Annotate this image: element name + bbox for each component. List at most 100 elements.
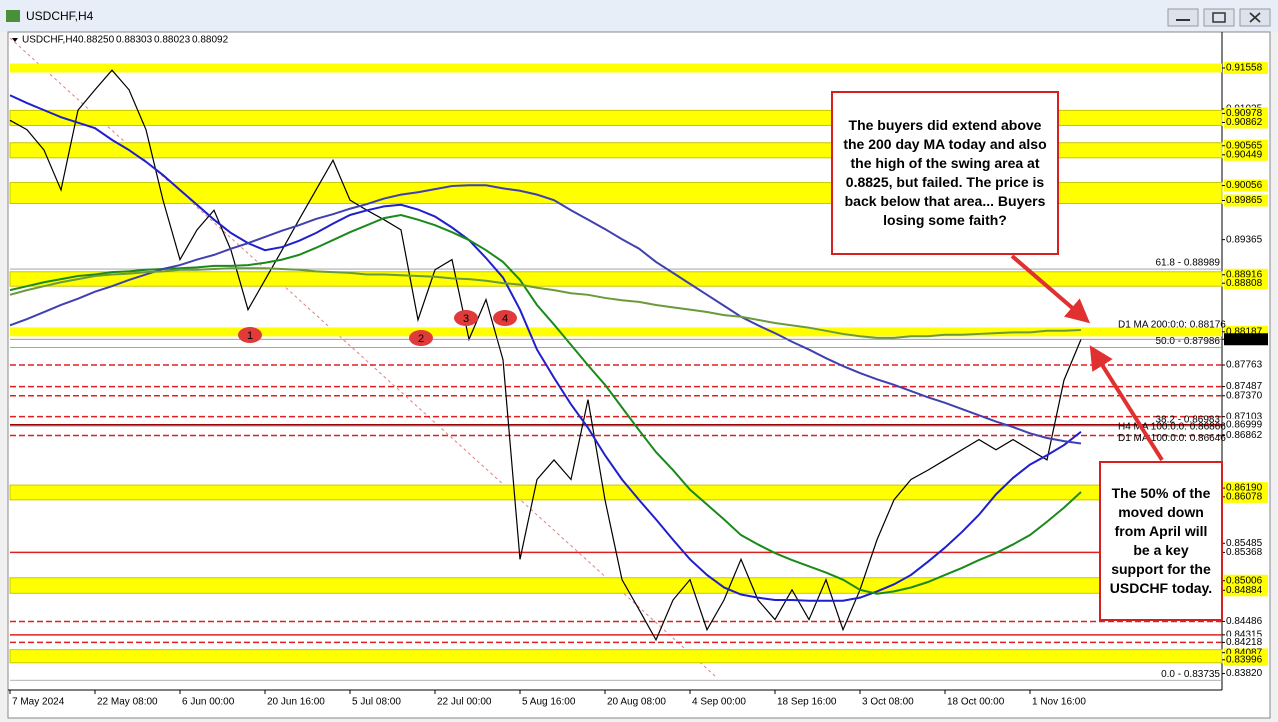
price-label-bg — [1224, 116, 1268, 129]
price-label: 0.84218 — [1226, 637, 1263, 648]
fib-label: 50.0 - 0.87986 — [1156, 336, 1221, 347]
price-label: 0.87103 — [1226, 411, 1263, 422]
swing-marker-label: 1 — [247, 330, 253, 342]
price-label: 0.84486 — [1226, 616, 1263, 627]
title-bar — [0, 0, 1278, 32]
fib-label: 0.0 - 0.83735 — [1161, 669, 1220, 680]
x-tick-label: 22 May 08:00 — [97, 697, 158, 708]
price-label-bg — [1224, 359, 1268, 372]
minimize-button[interactable] — [1167, 8, 1199, 27]
price-label-bg — [1224, 584, 1268, 597]
window-title: USDCHF,H4 — [26, 9, 94, 23]
price-label-bg — [1224, 194, 1268, 207]
price-label-bg — [1224, 333, 1268, 346]
moving-average — [9, 267, 1082, 339]
arrow — [1010, 254, 1091, 324]
arrow — [1089, 345, 1164, 462]
price-label-bg — [1224, 389, 1268, 402]
price-label: 0.90978 — [1226, 108, 1263, 119]
price-label-bg — [1224, 653, 1268, 666]
x-tick-label: 3 Oct 08:00 — [862, 697, 914, 708]
x-tick-label: 7 May 2024 — [12, 697, 65, 708]
price-label: 0.90056 — [1226, 180, 1263, 191]
support-zone — [9, 649, 1223, 664]
maximize-button[interactable] — [1203, 8, 1235, 27]
swing-marker — [454, 310, 478, 326]
swing-marker — [238, 327, 262, 343]
x-tick-label: 1 Nov 16:00 — [1032, 697, 1086, 708]
price-label: 0.83996 — [1226, 654, 1263, 665]
price-label-bg — [1224, 574, 1268, 587]
price-line — [9, 69, 1082, 642]
x-tick-label: 4 Sep 00:00 — [692, 697, 746, 708]
ma-label: D1 MA 100:0:0: 0.86646 — [1118, 433, 1226, 444]
x-tick-label: 18 Oct 00:00 — [947, 697, 1005, 708]
ohlc-open: 0.88250 — [78, 35, 115, 46]
y-tick-label: 0.83820 — [1226, 668, 1263, 679]
price-label: 0.87370 — [1226, 390, 1263, 401]
price-label: 0.84087 — [1226, 647, 1263, 658]
chart-area — [7, 31, 1271, 719]
price-label: 0.86999 — [1226, 419, 1263, 430]
ohlc-high: 0.88303 — [116, 35, 153, 46]
moving-average — [9, 94, 1082, 602]
fib-label: 38.2 - 0.86983 — [1156, 415, 1221, 426]
price-label-bg — [1224, 546, 1268, 559]
price-label-bg — [1224, 429, 1268, 442]
maximize-glyph — [1212, 12, 1226, 23]
price-label: 0.90565 — [1226, 140, 1263, 151]
x-tick-label: 18 Sep 16:00 — [777, 697, 837, 708]
swing-marker-label: 3 — [463, 313, 469, 325]
price-label-bg — [1224, 179, 1268, 192]
close-glyph — [1249, 12, 1261, 23]
price-label: 0.88092 — [1226, 334, 1263, 345]
price-label: 0.86078 — [1226, 492, 1263, 503]
ohlc-low: 0.88023 — [154, 35, 191, 46]
y-tick-label: 0.89365 — [1226, 234, 1263, 245]
x-tick-label: 20 Aug 08:00 — [607, 697, 666, 708]
x-tick-label: 5 Jul 08:00 — [352, 697, 401, 708]
annotation-box: The 50% of the moved down from April wil… — [1099, 461, 1223, 621]
price-label-bg — [1224, 107, 1268, 120]
price-label: 0.91558 — [1226, 63, 1263, 74]
price-label: 0.87763 — [1226, 360, 1263, 371]
price-label-bg — [1224, 62, 1268, 75]
price-label: 0.88187 — [1226, 326, 1263, 337]
swing-marker — [409, 330, 433, 346]
price-label-bg — [1224, 418, 1268, 431]
fib-label: 61.8 - 0.88989 — [1156, 258, 1221, 269]
price-label-bg — [1224, 277, 1268, 290]
swing-marker — [493, 310, 517, 326]
x-tick-label: 5 Aug 16:00 — [522, 697, 576, 708]
price-label: 0.85006 — [1226, 575, 1263, 586]
window-icon — [6, 10, 20, 22]
price-label-bg — [1224, 139, 1268, 152]
price-label: 0.86862 — [1226, 430, 1263, 441]
header-triangle — [12, 38, 18, 42]
x-tick-label: 6 Jun 00:00 — [182, 697, 235, 708]
overlays: 0.910350.893650.854850.838200.909780.908… — [9, 62, 1268, 708]
price-label: 0.85368 — [1226, 547, 1263, 558]
moving-average — [9, 184, 1082, 445]
price-label: 0.84315 — [1226, 629, 1263, 640]
price-label: 0.90449 — [1226, 149, 1263, 160]
price-label-bg — [1224, 615, 1268, 628]
price-label: 0.87487 — [1226, 381, 1263, 392]
price-label-bg — [1224, 636, 1268, 649]
price-label-bg — [1224, 490, 1268, 503]
price-label: 0.84884 — [1226, 585, 1263, 596]
moving-average — [9, 213, 1082, 595]
swing-marker-label: 4 — [502, 313, 508, 325]
y-tick-label: 0.85485 — [1226, 538, 1263, 549]
series — [9, 69, 1082, 642]
price-label: 0.86190 — [1226, 483, 1263, 494]
annotation-box: The buyers did extend above the 200 day … — [831, 91, 1059, 255]
support-zone — [9, 577, 1223, 594]
price-label: 0.88916 — [1226, 269, 1263, 280]
swing-marker-label: 2 — [418, 333, 424, 345]
x-tick-label: 22 Jul 00:00 — [437, 697, 492, 708]
price-label: 0.88808 — [1226, 278, 1263, 289]
ohlc-close: 0.88092 — [192, 35, 229, 46]
